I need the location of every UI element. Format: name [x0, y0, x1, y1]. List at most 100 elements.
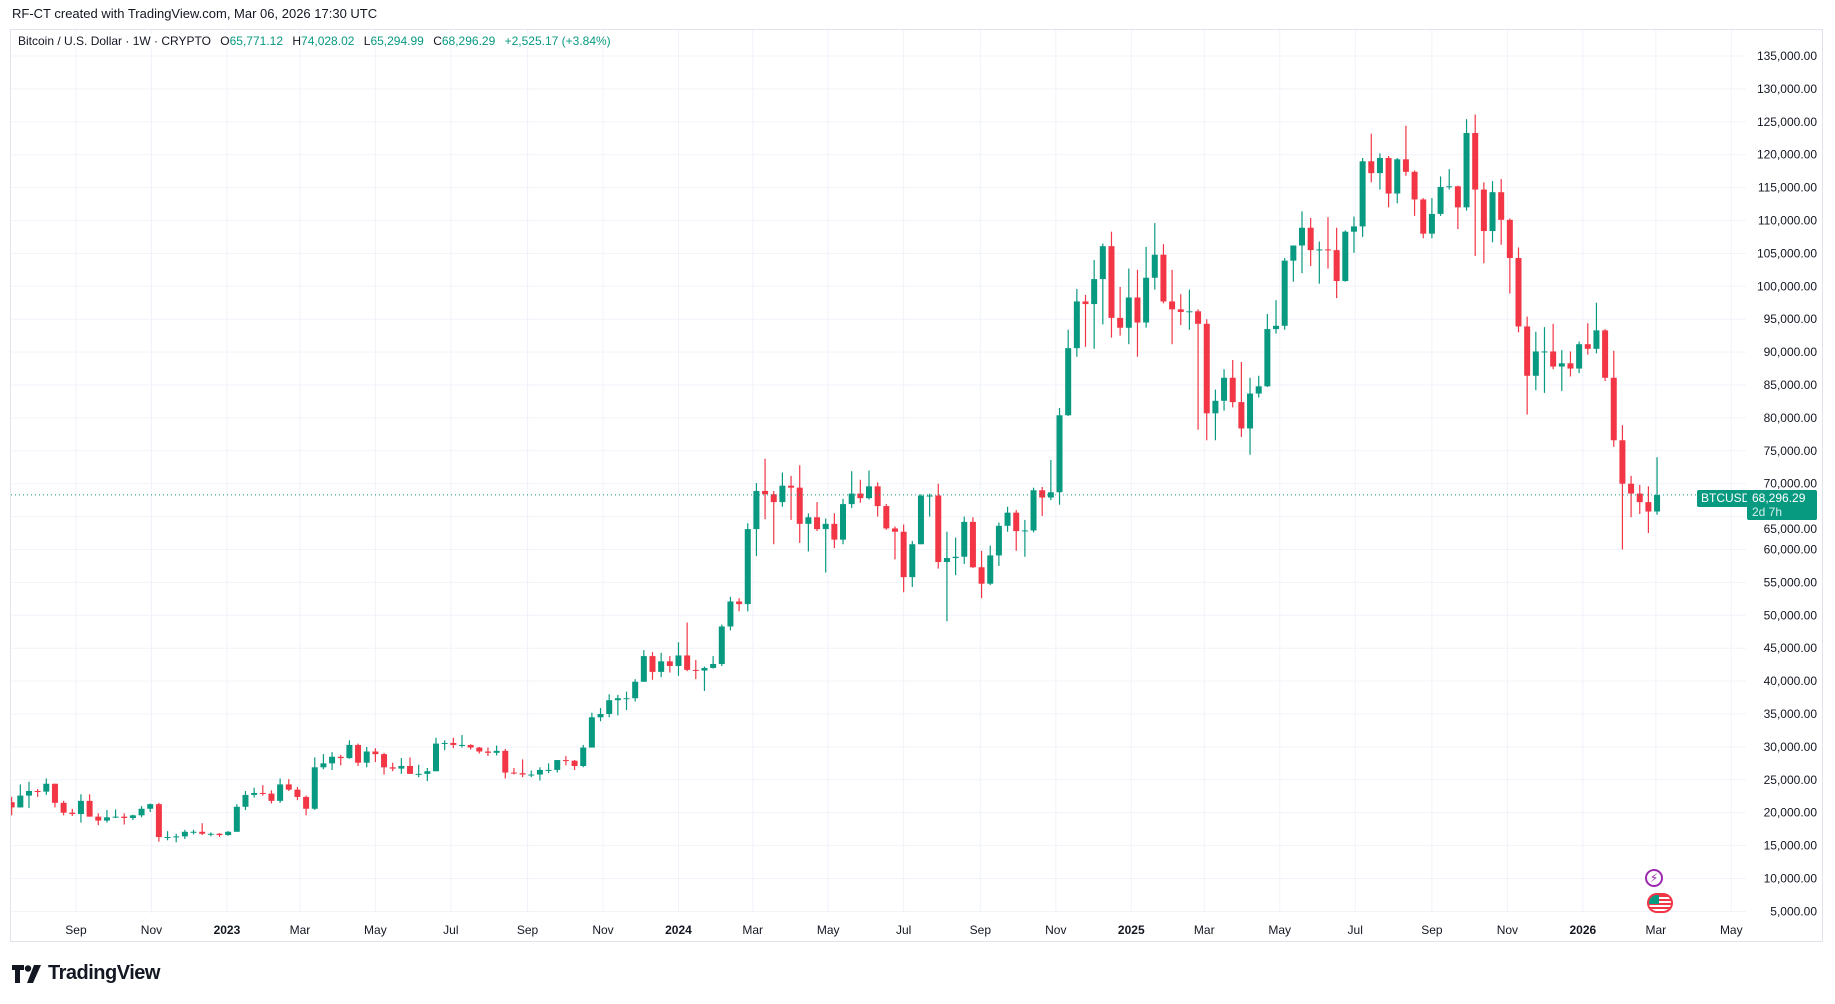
candle	[51, 783, 58, 808]
candle-body	[1117, 317, 1124, 328]
candle-body	[1177, 309, 1184, 312]
candle	[86, 794, 93, 817]
candle-body	[788, 485, 795, 488]
candle	[1359, 157, 1366, 237]
time-tick-label: Mar	[290, 923, 311, 937]
candle	[1602, 329, 1609, 382]
candle-body	[1515, 258, 1522, 327]
price-axis[interactable]: 5,000.00 10,000.00 15,000.00 20,000.00 25,00…	[1757, 49, 1817, 918]
candle-body	[1264, 329, 1271, 387]
lightning-icon[interactable]: ⚡	[1645, 869, 1663, 887]
candle	[1463, 119, 1470, 211]
candle-body	[1359, 161, 1366, 227]
candle-body	[303, 796, 310, 809]
candle-body	[510, 772, 517, 774]
candle-body	[822, 523, 829, 530]
candle-body	[978, 567, 985, 584]
candle	[571, 760, 578, 770]
candle	[805, 513, 812, 552]
candle	[1082, 294, 1089, 347]
candle	[701, 666, 708, 691]
candle	[1264, 313, 1271, 387]
candle	[1099, 243, 1106, 325]
candle-body	[1195, 311, 1202, 324]
price-tick-label: 95,000.00	[1764, 312, 1818, 326]
time-axis[interactable]: Sep Nov 2023 Mar May Jul Sep Nov 2024 Mar May Jul Se…	[65, 923, 1742, 937]
candle-body	[883, 506, 890, 529]
candle	[346, 740, 353, 759]
candle	[311, 757, 318, 811]
candle	[1151, 223, 1158, 290]
candle	[43, 778, 50, 795]
candle	[1541, 327, 1548, 393]
candle-body	[866, 486, 872, 499]
price-tick-label: 115,000.00	[1758, 181, 1817, 195]
candle-body	[199, 831, 206, 834]
candle	[1368, 133, 1375, 183]
candle	[294, 787, 301, 801]
candle	[528, 770, 535, 778]
price-tick-label: 5,000.00	[1770, 904, 1817, 918]
logo-text: TradingView	[48, 962, 160, 984]
candle-body	[1428, 213, 1435, 234]
candle-body	[718, 626, 725, 664]
candle	[987, 545, 994, 586]
candle	[1030, 487, 1037, 533]
candle	[1342, 230, 1349, 282]
candle-body	[450, 742, 457, 745]
candle-body	[961, 521, 968, 557]
candle-body	[43, 783, 50, 792]
candle-body	[398, 765, 405, 769]
candle-body	[536, 769, 543, 775]
high-label: H	[292, 34, 302, 48]
symbol-title[interactable]: Bitcoin / U.S. Dollar · 1W · CRYPTO	[18, 34, 211, 48]
candle	[883, 504, 890, 530]
candle	[1593, 302, 1600, 354]
candle	[744, 523, 751, 612]
candle-body	[1385, 157, 1392, 194]
candle-body	[969, 521, 976, 568]
candle	[1290, 245, 1297, 282]
candle-body	[0, 802, 6, 817]
candle-body	[346, 744, 353, 759]
candle-body	[1411, 171, 1418, 200]
candle	[1628, 475, 1635, 518]
candle-body	[69, 812, 76, 815]
candle	[1273, 300, 1280, 334]
candle	[129, 814, 136, 820]
candle	[891, 526, 898, 560]
price-tick-label: 100,000.00	[1757, 279, 1817, 293]
price-tick-label: 105,000.00	[1757, 246, 1817, 260]
time-tick-label: Nov	[1045, 923, 1066, 937]
candle	[190, 829, 197, 835]
candle	[1645, 486, 1652, 534]
tradingview-logo[interactable]: TradingView	[12, 962, 160, 985]
candle	[857, 479, 864, 503]
candle-body	[389, 767, 396, 769]
candle-body	[1610, 377, 1617, 441]
symbol-price-badge: BTCUSD	[1697, 490, 1755, 507]
candle-body	[207, 833, 214, 835]
candle	[0, 796, 6, 819]
price-tick-label: 80,000.00	[1764, 411, 1818, 425]
price-tick-label: 135,000.00	[1757, 49, 1817, 63]
candle	[476, 746, 483, 754]
candle	[623, 691, 630, 711]
candle-body	[458, 744, 465, 746]
candle-body	[216, 833, 223, 836]
candle-body	[1134, 297, 1141, 323]
candle	[233, 804, 240, 832]
candle	[320, 754, 327, 770]
candle	[1125, 268, 1132, 345]
candle-body	[762, 490, 769, 495]
time-tick-label: Nov	[1497, 923, 1518, 937]
time-tick-label: Nov	[141, 923, 162, 937]
candle-body	[840, 504, 847, 540]
candle-body	[1091, 279, 1098, 305]
candle-body	[1143, 277, 1150, 323]
us-flag-icon[interactable]	[1647, 893, 1673, 913]
time-tick-label: Sep	[517, 923, 539, 937]
candle-body	[225, 831, 232, 836]
candle-body	[952, 556, 959, 559]
